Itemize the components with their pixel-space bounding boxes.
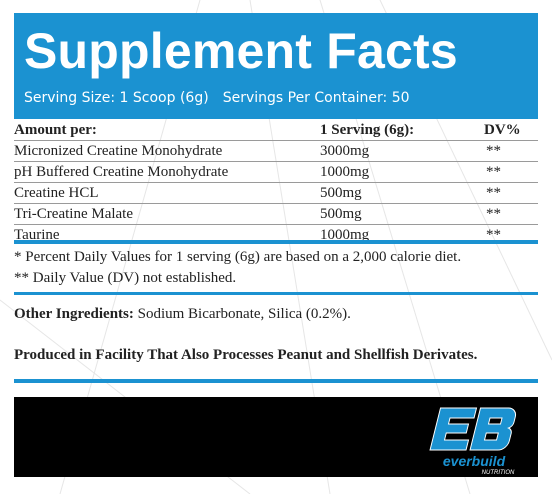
other-ingredients-label: Other Ingredients:	[14, 306, 134, 322]
other-ingredients-value: Sodium Bicarbonate, Silica (0.2%).	[133, 306, 351, 322]
table-row: Creatine HCL 500mg **	[14, 183, 538, 203]
ingredient-name: pH Buffered Creatine Monohydrate	[14, 164, 229, 180]
serving-info: Serving Size: 1 Scoop (6g) Servings Per C…	[24, 89, 410, 107]
percent-daily-note: * Percent Daily Values for 1 serving (6g…	[14, 249, 462, 265]
ingredient-amount: 500mg	[320, 206, 362, 222]
ingredient-amount: 1000mg	[320, 227, 370, 243]
table-row: pH Buffered Creatine Monohydrate 1000mg …	[14, 162, 538, 182]
ingredient-dv: **	[486, 206, 501, 222]
notes-divider	[14, 292, 538, 295]
table-bottom-divider	[14, 240, 538, 244]
ingredient-amount: 500mg	[320, 185, 362, 201]
table-row: Micronized Creatine Monohydrate 3000mg *…	[14, 141, 538, 161]
column-header-amount: Amount per:	[14, 122, 97, 138]
table-row: Tri-Creatine Malate 500mg **	[14, 204, 538, 224]
column-header-dv: DV%	[484, 122, 521, 138]
footnotes: * Percent Daily Values for 1 serving (6g…	[14, 247, 538, 289]
page-title: Supplement Facts	[24, 23, 458, 79]
ingredient-name: Micronized Creatine Monohydrate	[14, 143, 223, 159]
header-divider	[14, 116, 538, 119]
everbuild-logo: everbuild NUTRITION	[420, 402, 528, 476]
everbuild-logo-icon: everbuild NUTRITION	[429, 407, 517, 476]
daily-value-note: ** Daily Value (DV) not established.	[14, 270, 237, 286]
table-header-row: Amount per: 1 Serving (6g): DV%	[14, 120, 538, 140]
row-divider	[14, 161, 538, 162]
ingredient-name: Taurine	[14, 227, 60, 243]
serving-size: Serving Size: 1 Scoop (6g)	[24, 90, 209, 106]
ingredient-dv: **	[486, 143, 501, 159]
row-divider	[14, 203, 538, 204]
servings-per-container: Servings Per Container: 50	[222, 90, 410, 106]
other-ingredients: Other Ingredients: Sodium Bicarbonate, S…	[14, 304, 538, 324]
ingredient-name: Tri-Creatine Malate	[14, 206, 133, 222]
column-header-serving: 1 Serving (6g):	[320, 122, 415, 138]
table-row: Taurine 1000mg **	[14, 225, 538, 245]
ingredient-amount: 3000mg	[320, 143, 370, 159]
facility-warning: Produced in Facility That Also Processes…	[14, 347, 478, 363]
row-divider	[14, 140, 538, 141]
row-divider	[14, 182, 538, 183]
supplement-facts-header: Supplement Facts Serving Size: 1 Scoop (…	[14, 13, 538, 116]
ingredient-dv: **	[486, 185, 501, 201]
ingredient-dv: **	[486, 164, 501, 180]
logo-brand-text: everbuild	[443, 453, 506, 469]
ingredient-amount: 1000mg	[320, 164, 370, 180]
facts-table: Amount per: 1 Serving (6g): DV% Microniz…	[14, 120, 538, 245]
ingredient-name: Creatine HCL	[14, 185, 99, 201]
logo-sub-text: NUTRITION	[482, 470, 515, 476]
ingredient-dv: **	[486, 227, 501, 243]
row-divider	[14, 224, 538, 225]
footer-divider	[14, 379, 538, 383]
